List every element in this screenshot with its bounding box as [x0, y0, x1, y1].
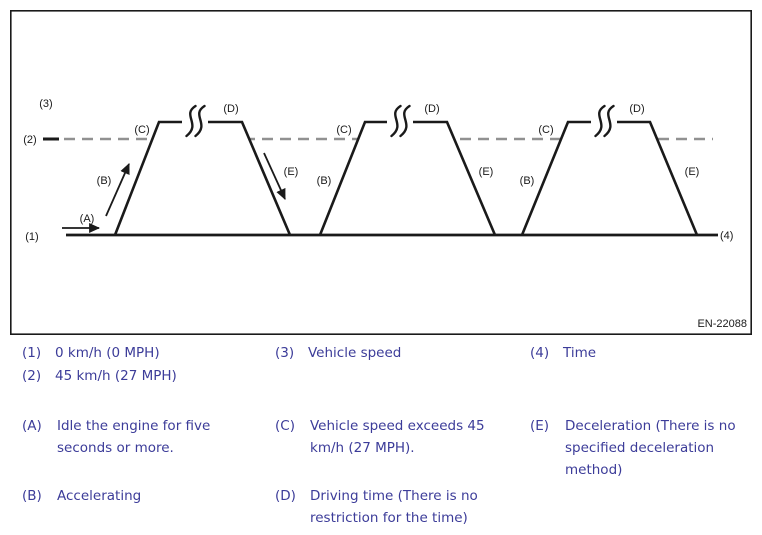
legend-text-d: Driving time (There is no restriction fo…: [310, 488, 478, 526]
legend-label-b: (B): [22, 488, 42, 504]
legend-text-e: Deceleration (There is no specified dece…: [565, 418, 736, 478]
cycle3-break-icon: [594, 104, 615, 138]
cycle2-break-icon: [390, 104, 411, 138]
decelerate-arrow-icon: [263, 152, 286, 201]
legend-item-c: (C) Vehicle speed exceeds 45 km/h (27 MP…: [275, 415, 485, 459]
cycle3-label-d: (D): [629, 103, 644, 115]
legend-text-c: Vehicle speed exceeds 45 km/h (27 MPH).: [310, 418, 485, 456]
legend-item-1: (1) 0 km/h (0 MPH): [22, 342, 160, 364]
cycle3-fill: [522, 122, 697, 236]
legend-text-b: Accelerating: [57, 488, 142, 504]
legend-item-a: (A) Idle the engine for five seconds or …: [22, 415, 210, 459]
cycle3-label-c: (C): [538, 124, 553, 136]
legend-label-a: (A): [22, 418, 42, 434]
cycle1-outline: [113, 120, 292, 236]
cycle2-label-e: (E): [479, 166, 494, 178]
legend-item-d: (D) Driving time (There is no restrictio…: [275, 485, 478, 529]
axis-label-3: (3): [39, 98, 52, 110]
cycle2-label-d: (D): [424, 103, 439, 115]
legend-label-1: (1): [22, 345, 42, 361]
cycle3-label-e: (E): [685, 166, 700, 178]
legend-item-2: (2) 45 km/h (27 MPH): [22, 365, 177, 387]
cycle2-label-b: (B): [317, 175, 332, 187]
axis-label-1: (1): [25, 231, 38, 243]
cycle1-label-a: (A): [80, 213, 95, 225]
axis-label-4: (4): [720, 230, 733, 242]
cycle1-label-e: (E): [284, 166, 299, 178]
cycle1-fill: [115, 122, 290, 236]
legend-text-2: 45 km/h (27 MPH): [55, 368, 177, 384]
legend-text-a: Idle the engine for five seconds or more…: [57, 418, 211, 456]
legend-item-b: (B) Accelerating: [22, 485, 141, 507]
legend-label-c: (C): [275, 418, 295, 434]
cycle2-label-c: (C): [336, 124, 351, 136]
cycle1-label-c: (C): [134, 124, 149, 136]
cycle1-label-d: (D): [223, 103, 238, 115]
legend-item-4: (4) Time: [530, 342, 596, 364]
legend-label-d: (D): [275, 488, 296, 504]
figure-ref-code: EN-22088: [697, 318, 747, 330]
legend-item-3: (3) Vehicle speed: [275, 342, 401, 364]
legend-text-3: Vehicle speed: [308, 345, 402, 361]
legend-label-3: (3): [275, 345, 295, 361]
accelerate-arrow-icon: [105, 162, 130, 217]
legend-label-2: (2): [22, 368, 42, 384]
cycle2-fill: [320, 122, 495, 236]
legend-label-e: (E): [530, 418, 550, 434]
cycle3-outline: [520, 120, 699, 236]
cycle2-outline: [318, 120, 497, 236]
cycle1-label-b: (B): [97, 175, 112, 187]
legend-item-e: (E) Deceleration (There is no specified …: [530, 415, 736, 481]
legend-label-4: (4): [530, 345, 550, 361]
cycle3-label-b: (B): [520, 175, 535, 187]
axis-label-2: (2): [23, 134, 36, 146]
legend-text-4: Time: [563, 345, 597, 361]
legend-text-1: 0 km/h (0 MPH): [55, 345, 160, 361]
cycle1-break-icon: [185, 104, 206, 138]
